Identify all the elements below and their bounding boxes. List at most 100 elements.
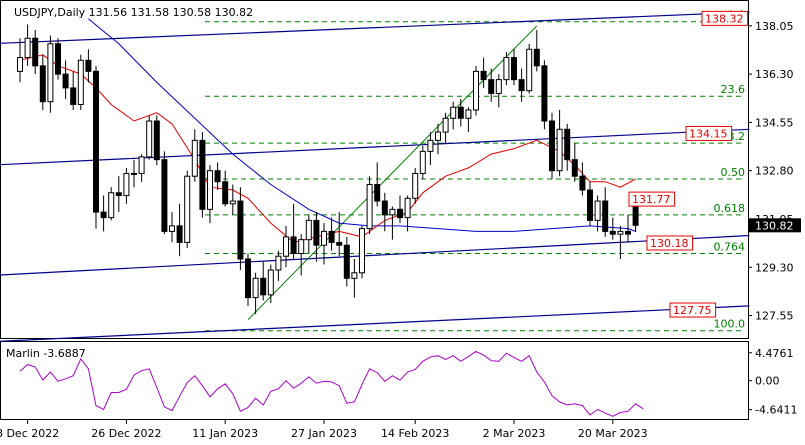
channel-line <box>0 11 750 44</box>
candle-body-up <box>131 172 137 175</box>
candle-body-up <box>47 43 54 103</box>
candle-body-down <box>549 120 555 172</box>
x-tick-label: 26 Dec 2022 <box>91 427 161 440</box>
x-tick-label: 14 Feb 2023 <box>381 427 449 440</box>
candle-body-up <box>351 272 358 279</box>
candle-body-down <box>62 73 69 89</box>
candle-body-up <box>556 128 563 172</box>
candle-body-down <box>397 208 403 219</box>
candle-body-up <box>24 37 31 59</box>
main-pane-border <box>0 0 749 339</box>
candle-body-up <box>267 269 274 296</box>
candle-body-up <box>123 172 130 197</box>
candle-body-up <box>465 109 472 119</box>
level-tag-label: 131.77 <box>632 193 671 206</box>
candle-body-up <box>427 139 434 152</box>
candle-body-down <box>100 211 107 219</box>
candle-body-up <box>77 59 84 105</box>
candle-body-down <box>32 37 39 67</box>
x-tick-label: 27 Jan 2023 <box>291 427 357 440</box>
candle-body-up <box>275 255 282 271</box>
y-tick-label: 134.55 <box>755 116 794 129</box>
candle-body-up <box>594 200 601 221</box>
oscillator-pane-border <box>0 341 749 420</box>
candle-body-down <box>457 106 464 119</box>
candle-body-down <box>374 183 381 202</box>
candle-body-up <box>412 172 419 199</box>
candle-body-up <box>146 120 153 158</box>
osc-tick-label: 0.00 <box>755 375 780 388</box>
candle-body-up <box>419 150 426 174</box>
candle-body-up <box>252 277 259 299</box>
candle-body-down <box>328 230 335 243</box>
y-tick-label: 138.05 <box>755 20 794 33</box>
candle-body-up <box>283 236 289 257</box>
candle-body-down <box>518 79 525 92</box>
candle-body-down <box>381 200 388 216</box>
candle-body-up <box>17 57 23 72</box>
candle-body-up <box>526 48 533 92</box>
y-tick-label: 129.30 <box>755 261 794 274</box>
candle-body-up <box>495 79 502 94</box>
level-tag-label: 127.75 <box>673 304 712 317</box>
x-tick-label: 2 Mar 2023 <box>483 427 546 440</box>
candle-body-up <box>366 183 373 230</box>
y-tick-label: 127.55 <box>755 310 794 323</box>
candle-body-down <box>260 277 267 296</box>
y-tick-label: 132.80 <box>755 165 794 178</box>
candle-body-down <box>488 79 495 94</box>
candle-body-up <box>404 197 411 219</box>
candle-body-down <box>587 189 593 221</box>
fib-level-label: 0.50 <box>721 166 746 179</box>
candle-body-up <box>321 230 327 246</box>
level-tag-label: 138.32 <box>705 12 744 25</box>
channel-line <box>0 305 750 342</box>
candle-body-down <box>579 175 586 191</box>
candle-body-down <box>237 200 244 260</box>
level-tag-box <box>628 191 676 207</box>
candle-body-down <box>176 225 183 243</box>
candle-body-up <box>359 228 365 274</box>
candle-body-down <box>39 65 46 103</box>
osc-tick-label: -4.6411 <box>755 404 797 417</box>
fast-moving-average <box>19 54 636 243</box>
current-price-marker <box>749 218 801 233</box>
x-tick-label: 8 Dec 2022 <box>0 427 59 440</box>
candle-body-down <box>609 230 616 235</box>
candle-body-up <box>442 117 449 133</box>
candle-body-down <box>625 230 631 235</box>
fib-level-label: 23.6 <box>721 83 746 96</box>
candle-body-down <box>533 48 540 67</box>
oscillator-line <box>19 350 644 417</box>
candle-body-down <box>55 43 61 75</box>
chart-header: USDJPY,Daily 131.56 131.58 130.58 130.82 <box>14 6 253 19</box>
candle-body-down <box>343 244 350 279</box>
level-tag-label: 130.18 <box>650 237 689 250</box>
candle-body-down <box>632 204 639 226</box>
candle-body-down <box>336 241 343 246</box>
candle-body-down <box>93 70 99 213</box>
channel-line <box>0 128 750 166</box>
candle-body-up <box>503 57 510 81</box>
candle-body-up <box>191 139 198 177</box>
candle-body-up <box>138 156 145 174</box>
candle-body-down <box>199 139 206 210</box>
candle-body-up <box>473 70 479 111</box>
current-price-label: 130.82 <box>755 219 794 232</box>
level-tag-label: 134.15 <box>689 127 728 140</box>
candle-body-up <box>184 175 191 243</box>
candle-body-up <box>298 239 305 254</box>
candle-body-up <box>169 225 175 232</box>
candle-body-up <box>389 208 396 216</box>
candle-body-up <box>229 200 236 205</box>
candle-body-down <box>70 87 77 105</box>
trend-line <box>247 25 538 321</box>
candle-body-up <box>305 219 312 241</box>
fib-level-label: 100.0 <box>714 318 746 331</box>
level-tag-box <box>701 10 749 26</box>
candle-body-up <box>450 106 457 119</box>
channel-line <box>0 234 750 276</box>
candle-body-down <box>115 192 122 197</box>
candle-body-up <box>617 230 624 235</box>
